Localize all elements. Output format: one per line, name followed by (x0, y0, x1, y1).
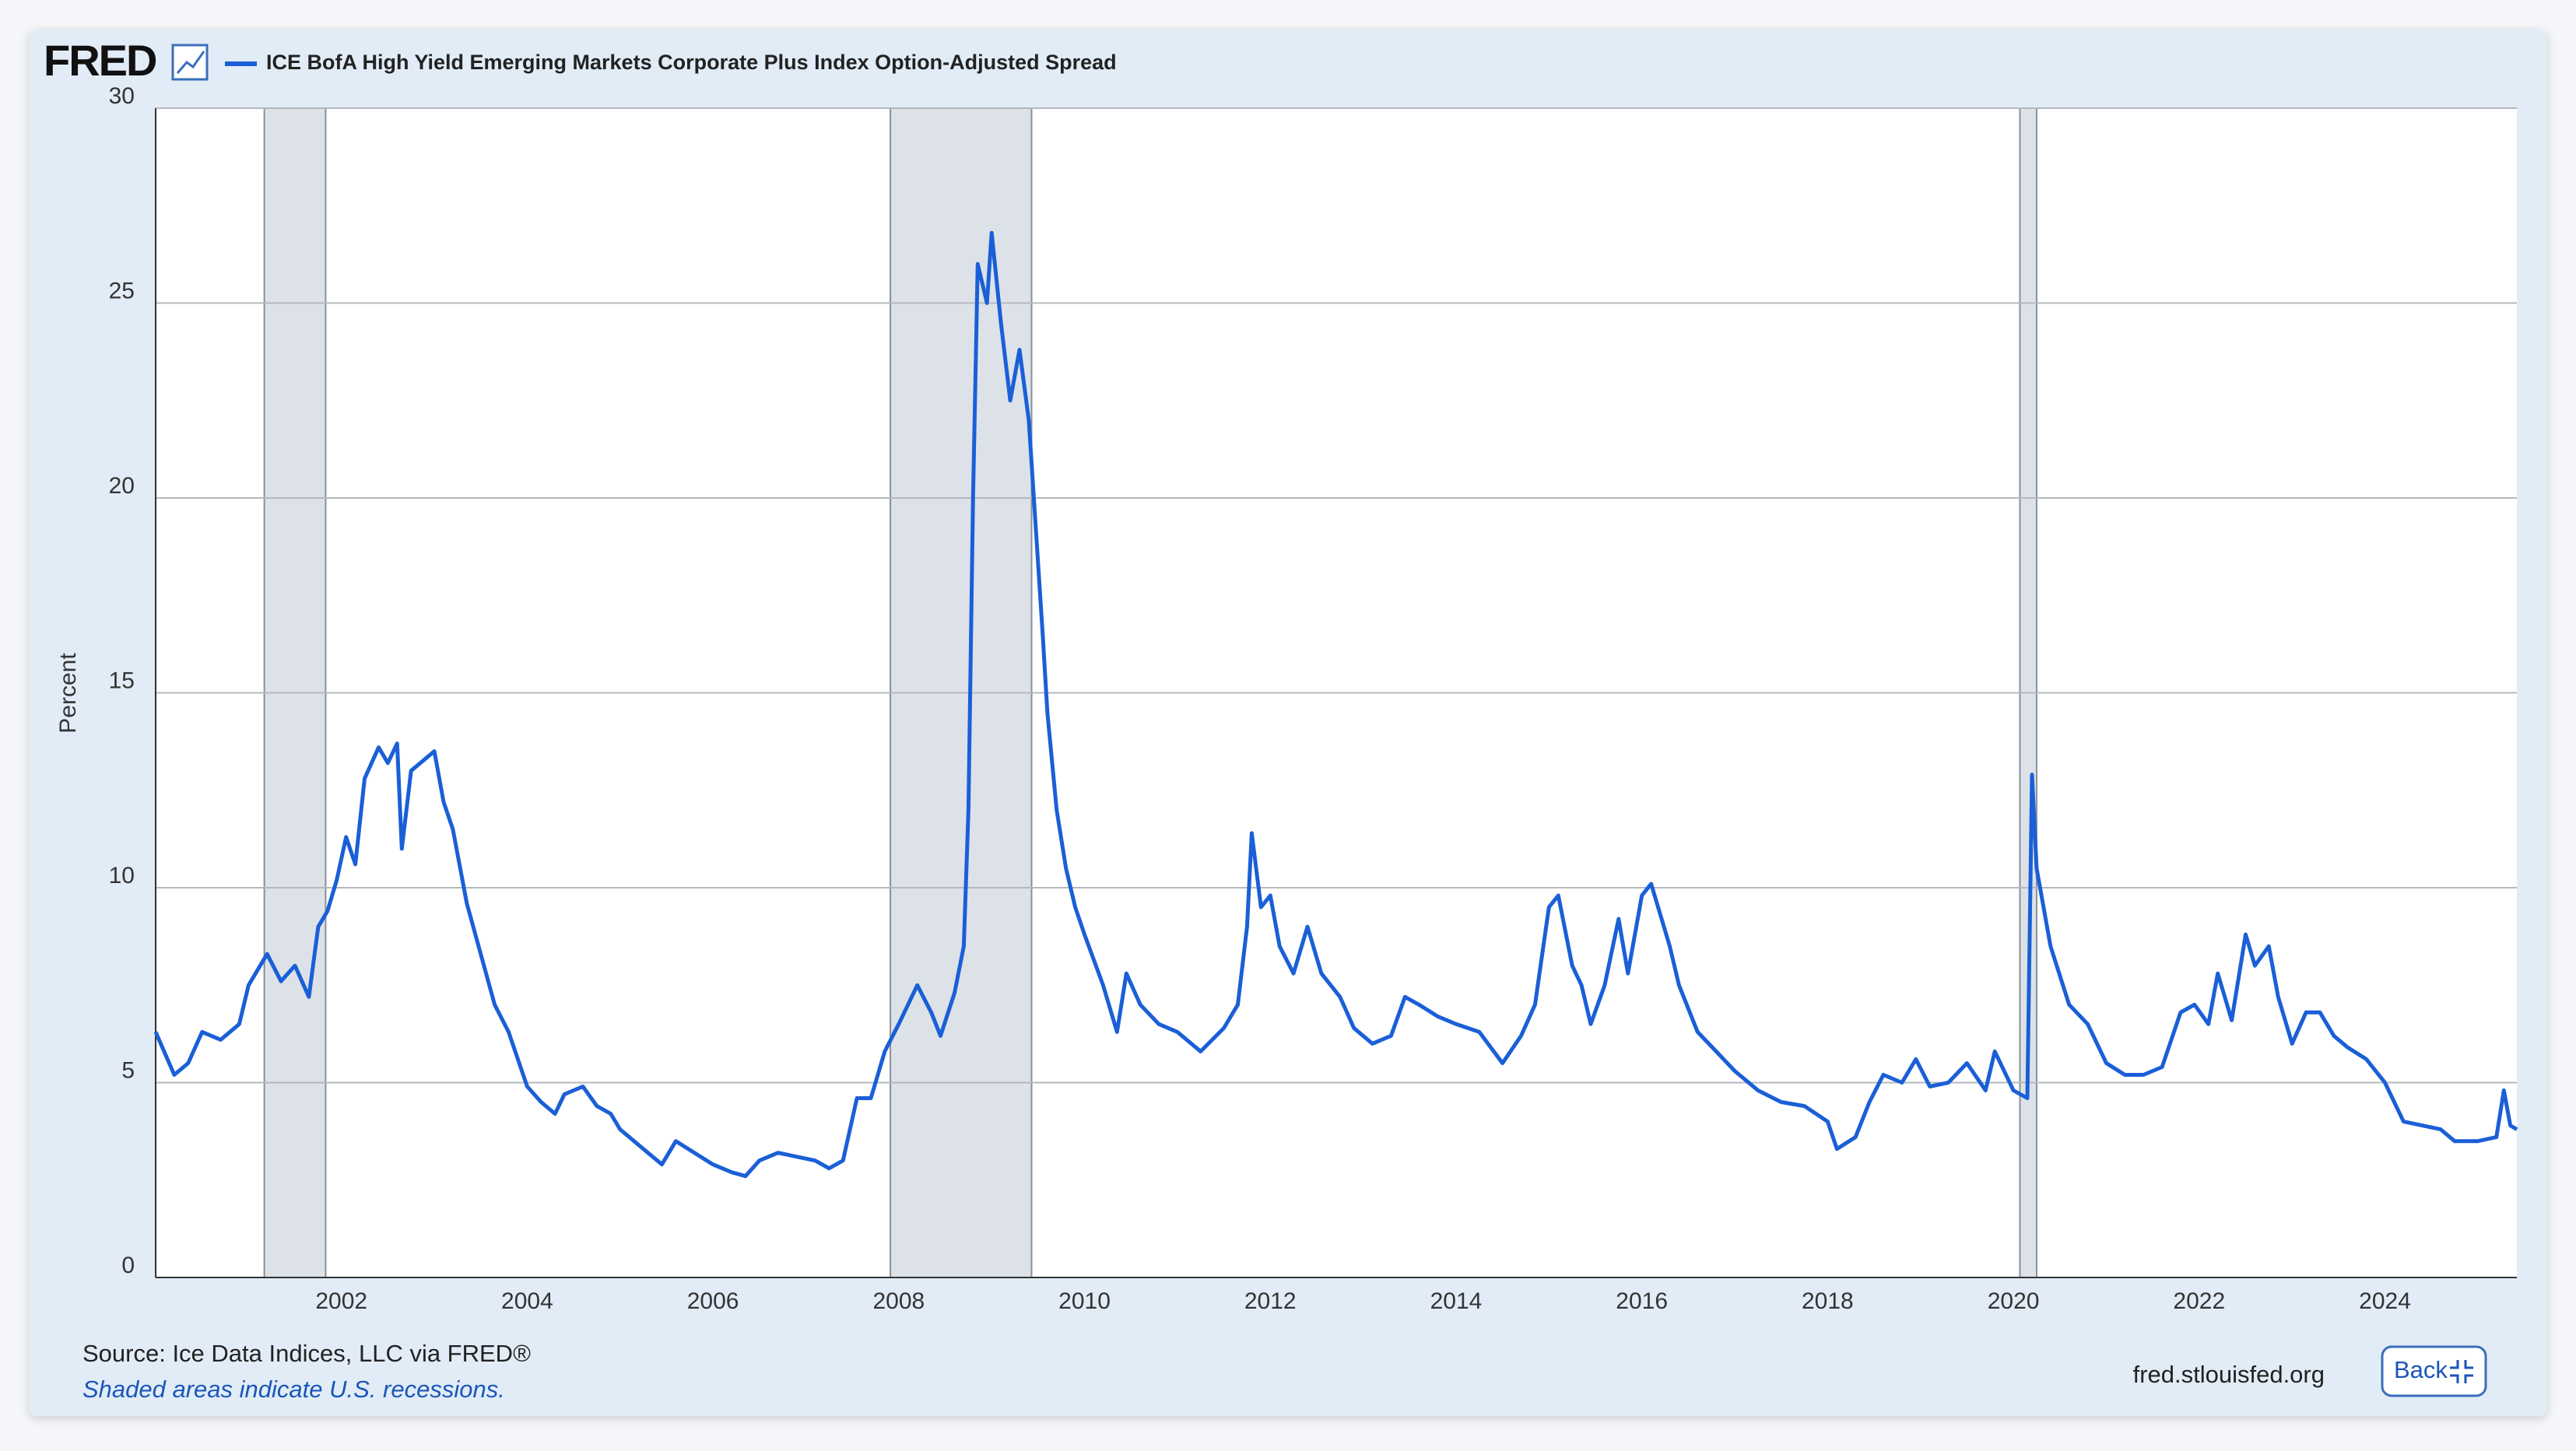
y-tick-label: 0 (121, 1253, 135, 1278)
y-tick-label: 10 (109, 863, 135, 888)
x-tick-label: 2024 (2359, 1288, 2411, 1314)
x-tick-label: 2010 (1058, 1288, 1111, 1314)
x-tick-label: 2006 (687, 1288, 739, 1314)
x-tick-label: 2002 (315, 1288, 367, 1314)
series-line (153, 230, 2518, 1179)
y-tick-label: 5 (121, 1057, 135, 1083)
x-tick-label: 2012 (1244, 1288, 1297, 1314)
site-link[interactable]: fred.stlouisfed.org (2133, 1361, 2325, 1388)
y-tick-label: 20 (109, 473, 135, 499)
source: Source: Ice Data Indices, LLC via FRED® (82, 1340, 531, 1367)
x-tick-label: 2004 (501, 1288, 553, 1314)
x-tick-label: 2022 (2173, 1288, 2225, 1314)
x-tick-label: 2008 (872, 1288, 925, 1314)
fred-logo: FRED (44, 36, 156, 85)
y-tick-label: 25 (109, 278, 135, 303)
recession-note: Shaded areas indicate U.S. recessions. (82, 1376, 505, 1403)
x-tick-label: 2014 (1430, 1288, 1483, 1314)
x-tick-label: 2018 (1802, 1288, 1854, 1314)
legend-label: ICE BofA High Yield Emerging Markets Cor… (266, 51, 1117, 74)
plot (153, 107, 2518, 1278)
y-tick-label: 30 (109, 83, 135, 109)
x-tick-label: 2016 (1616, 1288, 1668, 1314)
back-button[interactable]: Back (2381, 1345, 2487, 1397)
y-axis-label: Percent (55, 653, 81, 734)
y-tick-label: 15 (109, 668, 135, 693)
logo-icon (171, 44, 209, 81)
back-label[interactable]: Back (2394, 1356, 2448, 1383)
x-tick-label: 2020 (1988, 1288, 2040, 1314)
